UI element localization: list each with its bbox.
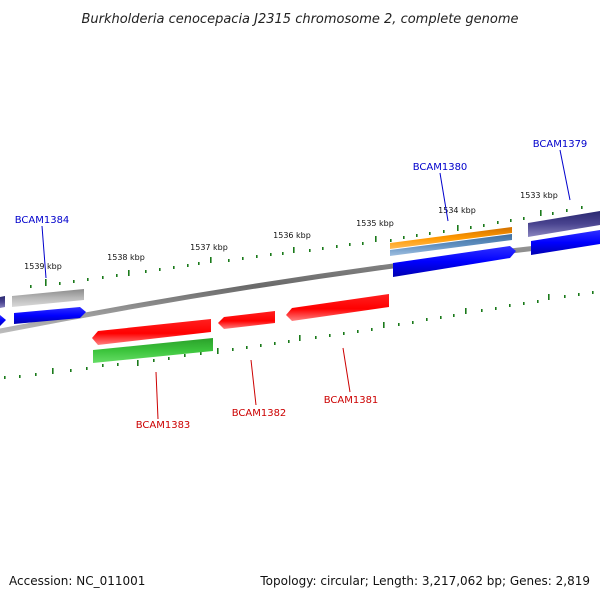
gene-name: BCAM1383 xyxy=(136,420,191,431)
cds-forward-left-edge xyxy=(0,315,6,326)
gene-name: BCAM1382 xyxy=(232,408,287,419)
cds-forward-bcam1380 xyxy=(393,246,516,277)
accession-text: Accession: NC_011001 xyxy=(9,574,146,588)
tick-label: 1537 kbp xyxy=(190,243,228,252)
steel-feature xyxy=(390,234,512,256)
purple-feature-left-edge xyxy=(0,296,5,308)
inner-tick-ring xyxy=(4,291,594,379)
tick-label: 1539 kbp xyxy=(24,262,62,271)
tick-label: 1536 kbp xyxy=(273,231,311,240)
gene-label-bcam1382[interactable]: BCAM1382 xyxy=(232,359,287,419)
map-title: Burkholderia cenocepacia J2315 chromosom… xyxy=(81,12,518,27)
cds-forward-bcam1379 xyxy=(531,230,600,255)
tick-label: 1533 kbp xyxy=(520,191,558,200)
gene-name: BCAM1380 xyxy=(413,162,468,173)
cds-reverse-bcam1382 xyxy=(218,311,275,329)
outer-tick-ring xyxy=(30,206,583,288)
tick-label: 1534 kbp xyxy=(438,206,476,215)
cds-reverse-bcam1383 xyxy=(92,319,211,345)
orange-feature xyxy=(390,227,512,249)
gene-label-bcam1381[interactable]: BCAM1381 xyxy=(324,347,379,406)
gene-label-bcam1379[interactable]: BCAM1379 xyxy=(533,139,588,201)
tick-label: 1538 kbp xyxy=(107,253,145,262)
gene-label-bcam1383[interactable]: BCAM1383 xyxy=(136,371,191,431)
gene-label-bcam1384[interactable]: BCAM1384 xyxy=(15,215,70,279)
tick-label: 1535 kbp xyxy=(356,219,394,228)
cds-reverse-bcam1381 xyxy=(286,294,389,321)
gene-label-bcam1380[interactable]: BCAM1380 xyxy=(413,162,468,222)
gene-name: BCAM1384 xyxy=(15,215,70,226)
topology-text: Topology: circular; Length: 3,217,062 bp… xyxy=(260,574,590,588)
gene-name: BCAM1379 xyxy=(533,139,588,150)
purple-feature xyxy=(528,211,600,237)
grey-feature xyxy=(12,289,84,307)
cds-forward-bcam1384 xyxy=(14,307,86,324)
green-feature xyxy=(93,338,213,363)
gene-name: BCAM1381 xyxy=(324,395,379,406)
